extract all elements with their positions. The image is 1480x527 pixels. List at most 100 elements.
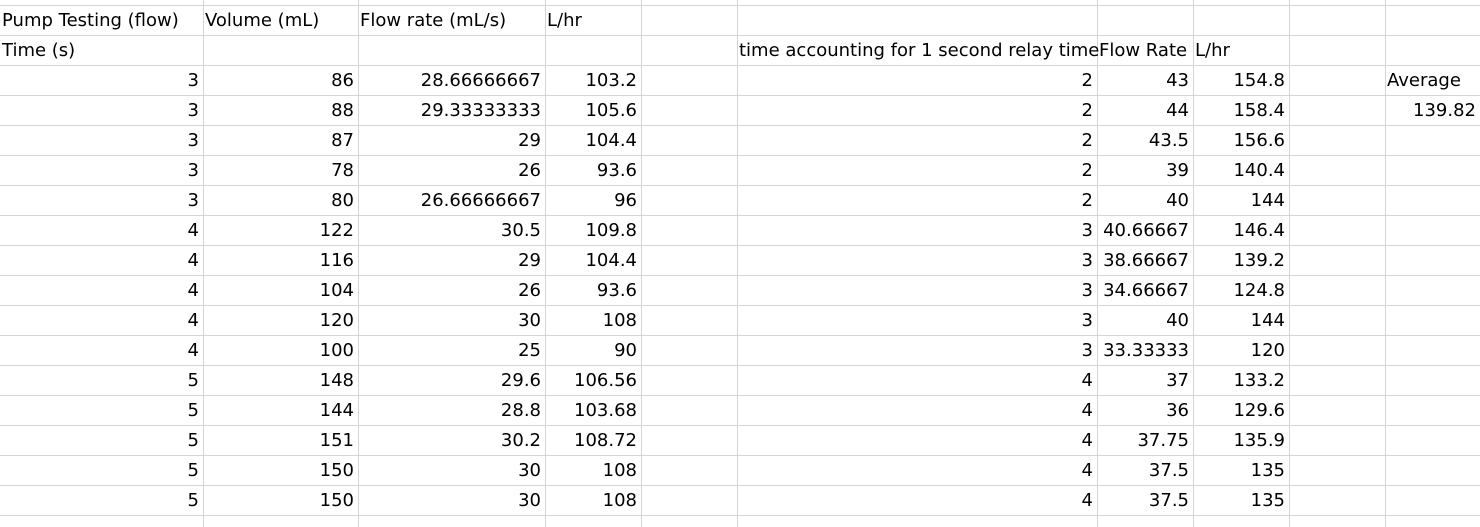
cell-lhr[interactable]: 108 [602,460,637,481]
cell-flow-rate[interactable]: 26 [518,160,541,181]
cell-flow-rate-2[interactable]: 39 [1166,160,1189,181]
cell-flow-rate[interactable]: 29 [518,250,541,271]
cell-flow-rate-2[interactable]: 37 [1166,370,1189,391]
header-time[interactable]: Time (s) [2,40,76,61]
cell-time[interactable]: 4 [187,250,199,271]
cell-lhr[interactable]: 106.56 [574,370,637,391]
cell-volume[interactable]: 104 [319,280,354,301]
cell-relay-time[interactable]: 2 [1081,130,1093,151]
header-pump-testing[interactable]: Pump Testing (flow) [2,10,179,31]
cell-relay-time[interactable]: 2 [1081,70,1093,91]
header-flow-rate[interactable]: Flow rate (mL/s) [360,10,507,31]
cell-lhr-2[interactable]: 158.4 [1233,100,1285,121]
cell-lhr[interactable]: 103.68 [574,400,637,421]
cell-volume[interactable]: 80 [331,190,354,211]
cell-lhr-2[interactable]: 144 [1250,190,1285,211]
header-lhr[interactable]: L/hr [547,10,582,31]
cell-lhr[interactable]: 108 [602,310,637,331]
cell-lhr-2[interactable]: 154.8 [1233,70,1285,91]
cell-time[interactable]: 5 [187,400,199,421]
cell-volume[interactable]: 151 [319,430,354,451]
cell-lhr-2[interactable]: 135 [1250,490,1285,511]
cell-volume[interactable]: 88 [331,100,354,121]
cell-flow-rate-2[interactable]: 40 [1166,310,1189,331]
cell-flow-rate[interactable]: 28.8 [500,400,541,421]
cell-lhr[interactable]: 93.6 [596,280,637,301]
cell-lhr[interactable]: 90 [614,340,637,361]
cell-flow-rate[interactable]: 26.66666667 [420,190,541,211]
cell-flow-rate-2[interactable]: 44 [1166,100,1189,121]
header-flow-rate-2[interactable]: Flow Rate [1099,40,1188,61]
cell-time[interactable]: 5 [187,370,199,391]
cell-volume[interactable]: 78 [331,160,354,181]
cell-flow-rate-2[interactable]: 37.5 [1148,490,1189,511]
cell-time[interactable]: 5 [187,460,199,481]
cell-flow-rate[interactable]: 29.6 [500,370,541,391]
cell-lhr-2[interactable]: 124.8 [1233,280,1285,301]
cell-time[interactable]: 5 [187,430,199,451]
cell-volume[interactable]: 120 [319,310,354,331]
cell-lhr[interactable]: 104.4 [585,250,637,271]
cell-volume[interactable]: 116 [319,250,354,271]
cell-flow-rate-2[interactable]: 37.5 [1148,460,1189,481]
header-lhr-2[interactable]: L/hr [1195,40,1230,61]
cell-flow-rate-2[interactable]: 34.66667 [1103,280,1189,301]
average-label[interactable]: Average [1387,70,1461,91]
cell-time[interactable]: 4 [187,310,199,331]
cell-volume[interactable]: 148 [319,370,354,391]
cell-relay-time[interactable]: 4 [1081,490,1093,511]
cell-flow-rate-2[interactable]: 37.75 [1137,430,1189,451]
cell-volume[interactable]: 86 [331,70,354,91]
cell-relay-time[interactable]: 4 [1081,460,1093,481]
cell-relay-time[interactable]: 2 [1081,160,1093,181]
cell-flow-rate[interactable]: 30 [518,310,541,331]
cell-flow-rate[interactable]: 30.5 [500,220,541,241]
cell-time[interactable]: 4 [187,340,199,361]
cell-volume[interactable]: 144 [319,400,354,421]
cell-lhr-2[interactable]: 135 [1250,460,1285,481]
cell-lhr-2[interactable]: 129.6 [1233,400,1285,421]
cell-flow-rate[interactable]: 29.33333333 [420,100,541,121]
cell-lhr[interactable]: 93.6 [596,160,637,181]
cell-flow-rate[interactable]: 30 [518,490,541,511]
cell-flow-rate-2[interactable]: 40.66667 [1103,220,1189,241]
cell-time[interactable]: 5 [187,490,199,511]
cell-lhr[interactable]: 105.6 [585,100,637,121]
cell-relay-time[interactable]: 3 [1081,340,1093,361]
cell-lhr[interactable]: 104.4 [585,130,637,151]
cell-relay-time[interactable]: 2 [1081,100,1093,121]
cell-lhr-2[interactable]: 144 [1250,310,1285,331]
cell-time[interactable]: 3 [187,160,199,181]
cell-flow-rate[interactable]: 30 [518,460,541,481]
cell-flow-rate-2[interactable]: 36 [1166,400,1189,421]
cell-flow-rate[interactable]: 25 [518,340,541,361]
cell-volume[interactable]: 122 [319,220,354,241]
cell-flow-rate-2[interactable]: 43 [1166,70,1189,91]
header-volume[interactable]: Volume (mL) [205,10,320,31]
cell-flow-rate[interactable]: 29 [518,130,541,151]
cell-relay-time[interactable]: 3 [1081,280,1093,301]
cell-relay-time[interactable]: 4 [1081,400,1093,421]
cell-lhr[interactable]: 96 [614,190,637,211]
cell-time[interactable]: 3 [187,190,199,211]
cell-relay-time[interactable]: 2 [1081,190,1093,211]
cell-flow-rate-2[interactable]: 40 [1166,190,1189,211]
cell-lhr-2[interactable]: 120 [1250,340,1285,361]
cell-lhr[interactable]: 108.72 [574,430,637,451]
cell-time[interactable]: 3 [187,70,199,91]
cell-lhr-2[interactable]: 140.4 [1233,160,1285,181]
cell-lhr[interactable]: 103.2 [585,70,637,91]
cell-flow-rate[interactable]: 26 [518,280,541,301]
cell-lhr-2[interactable]: 133.2 [1233,370,1285,391]
cell-lhr[interactable]: 108 [602,490,637,511]
cell-lhr[interactable]: 109.8 [585,220,637,241]
cell-lhr-2[interactable]: 156.6 [1233,130,1285,151]
cell-time[interactable]: 4 [187,220,199,241]
cell-relay-time[interactable]: 3 [1081,310,1093,331]
cell-volume[interactable]: 87 [331,130,354,151]
cell-flow-rate[interactable]: 28.66666667 [420,70,541,91]
cell-relay-time[interactable]: 4 [1081,370,1093,391]
cell-flow-rate-2[interactable]: 43.5 [1148,130,1189,151]
cell-relay-time[interactable]: 3 [1081,250,1093,271]
